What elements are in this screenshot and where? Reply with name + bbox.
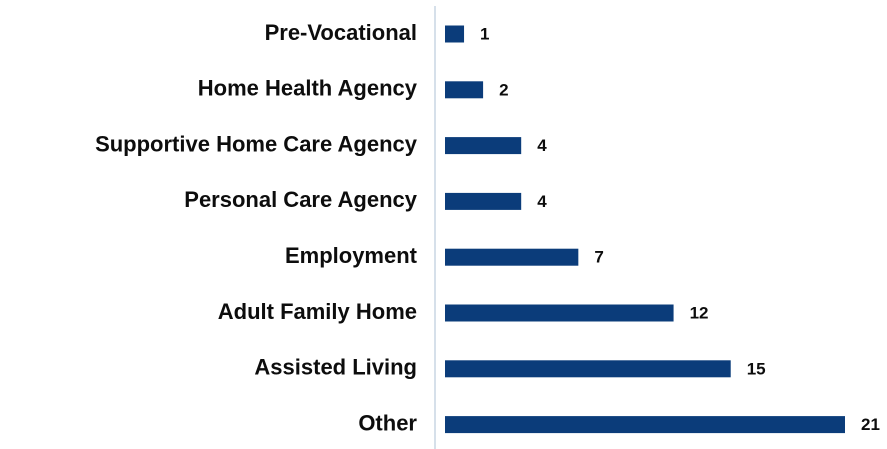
bar: [445, 248, 579, 266]
bar: [445, 192, 522, 210]
value-label: 4: [537, 192, 547, 211]
category-label: Adult Family Home: [218, 299, 417, 324]
category-label: Pre-Vocational: [265, 20, 417, 45]
category-label: Home Health Agency: [198, 76, 418, 101]
value-label: 12: [690, 303, 709, 322]
bar: [445, 25, 465, 43]
bar: [445, 416, 845, 434]
value-label: 2: [499, 80, 508, 99]
category-label: Employment: [285, 243, 418, 268]
bar: [445, 81, 484, 99]
value-label: 1: [480, 24, 489, 43]
category-label: Personal Care Agency: [184, 187, 417, 212]
category-label: Other: [358, 410, 417, 435]
value-label: 15: [747, 359, 766, 378]
category-label: Supportive Home Care Agency: [95, 131, 418, 156]
bar: [445, 304, 674, 322]
category-label: Assisted Living: [254, 355, 417, 380]
bar: [445, 137, 522, 155]
value-label: 7: [594, 248, 603, 267]
value-label: 4: [537, 136, 547, 155]
value-label: 21: [861, 415, 880, 434]
bar: [445, 360, 731, 378]
